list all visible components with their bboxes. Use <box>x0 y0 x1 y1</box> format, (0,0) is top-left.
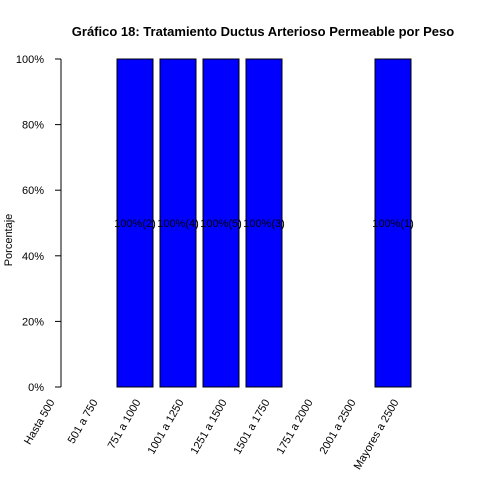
x-tick-label: Hasta 500 <box>22 398 57 447</box>
data-label: 100%(3) <box>243 218 285 230</box>
bars <box>116 58 412 388</box>
x-axis-tick-labels: Hasta 500 501 a 750 751 a 1000 1001 a 1250 1… <box>22 398 401 472</box>
data-label: 100%(4) <box>157 218 199 230</box>
x-tick-label: 751 a 1000 <box>106 398 144 452</box>
y-tick-label: 100% <box>16 54 44 66</box>
data-labels: 100%(2) 100%(4) 100%(5) 100%(3) 100%(1) <box>114 218 414 230</box>
x-tick-label: 1001 a 1250 <box>146 398 187 457</box>
bar <box>374 58 412 388</box>
y-tick-label: 20% <box>22 316 44 328</box>
bar <box>245 58 283 388</box>
bar <box>159 58 197 388</box>
x-tick-label: Mayores a 2500 <box>352 398 402 472</box>
x-tick-label: 1251 a 1500 <box>189 398 230 457</box>
y-tick-label: 40% <box>22 251 44 263</box>
data-label: 100%(1) <box>372 218 414 230</box>
x-tick-label: 501 a 750 <box>66 398 101 446</box>
chart-title: Gráfico 18: Tratamiento Ductus Arterioso… <box>72 24 454 39</box>
data-label: 100%(5) <box>200 218 242 230</box>
x-tick-label: 1501 a 1750 <box>232 398 273 457</box>
y-tick-label: 60% <box>22 185 44 197</box>
y-tick-label: 0% <box>28 382 44 394</box>
y-tick-label: 80% <box>22 120 44 132</box>
bar <box>202 58 240 388</box>
x-tick-label: 2001 a 2500 <box>318 398 359 457</box>
y-axis-label: Porcentaje <box>3 214 15 267</box>
x-tick-label: 1751 a 2000 <box>275 398 316 457</box>
bar <box>116 58 154 388</box>
y-axis: 0% 20% 40% 60% 80% 100% <box>16 54 62 394</box>
data-label: 100%(2) <box>114 218 156 230</box>
